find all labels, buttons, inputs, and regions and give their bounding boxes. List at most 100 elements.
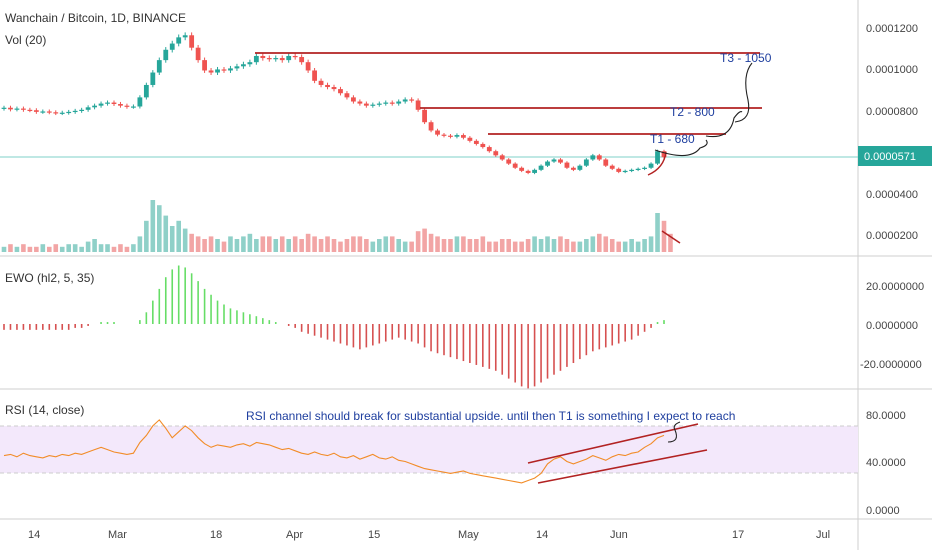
volume-bar: [467, 239, 473, 252]
volume-bar: [493, 241, 499, 252]
candle-body: [85, 107, 91, 110]
volume-bar: [415, 231, 421, 252]
volume-bar: [156, 205, 162, 252]
rsi-channel-upper[interactable]: [527, 423, 699, 464]
candle-body: [79, 109, 85, 111]
volume-bar: [202, 239, 207, 252]
candle-body: [370, 104, 376, 106]
candle-body: [376, 103, 382, 105]
volume-bar: [79, 246, 84, 252]
candle-body: [344, 93, 350, 98]
volume-bar: [85, 241, 91, 252]
rsi-note: RSI channel should break for substantial…: [246, 409, 735, 423]
volume-bar: [454, 236, 460, 252]
volume-bar: [260, 236, 266, 252]
candle-body: [318, 80, 324, 85]
volume-bar: [27, 246, 33, 252]
volume-bar: [312, 236, 317, 252]
t3-label: T3 - 1050: [720, 51, 772, 65]
volume-bars: [1, 200, 673, 252]
volume-bar: [279, 236, 285, 252]
time-label: May: [458, 529, 479, 541]
candle-body: [583, 159, 589, 166]
volume-bar: [234, 239, 240, 252]
candle-body: [596, 155, 602, 160]
time-label: 15: [368, 529, 380, 541]
volume-bar: [254, 239, 259, 252]
time-label: Mar: [108, 529, 127, 541]
price-tick-label: 0.0001200: [866, 23, 918, 35]
volume-bar: [357, 236, 363, 252]
volume-bar: [163, 215, 169, 252]
volume-bar: [137, 236, 143, 252]
candle-body: [551, 159, 557, 162]
candle-body: [156, 60, 162, 73]
candle-body: [292, 55, 298, 58]
volume-bar: [92, 239, 97, 252]
rsi-channel-lower[interactable]: [537, 449, 708, 484]
candle-body: [519, 167, 525, 171]
candle-body: [467, 137, 473, 141]
t2-label: T2 - 800: [670, 105, 715, 119]
volume-arrow: [661, 230, 681, 244]
candle-body: [454, 135, 460, 137]
volume-bar: [208, 236, 214, 252]
candle-body: [228, 68, 233, 71]
volume-bar: [111, 246, 117, 252]
volume-bar: [46, 246, 52, 252]
candle-body: [53, 112, 59, 114]
candle-body: [564, 162, 570, 168]
volume-bar: [474, 239, 479, 252]
volume-bar: [364, 239, 369, 252]
candle-body: [525, 170, 531, 173]
candle-body: [247, 62, 253, 65]
volume-bar: [118, 244, 123, 252]
ewo-tick-label: -20.0000000: [860, 359, 922, 371]
volume-bar: [661, 220, 667, 252]
candle-body: [72, 110, 78, 113]
volume-bar: [105, 244, 110, 252]
candle-body: [506, 159, 512, 164]
candle-body: [545, 161, 550, 166]
ewo-histogram: [3, 265, 665, 389]
volume-bar: [344, 239, 350, 252]
volume-bar: [448, 239, 453, 252]
rsi-line: [3, 419, 665, 484]
volume-bar: [584, 239, 589, 252]
candle-body: [260, 55, 266, 59]
rsi-band: [0, 426, 858, 473]
volume-bar: [564, 239, 570, 252]
candle-body: [253, 55, 259, 63]
volume-bar: [286, 239, 292, 252]
volume-bar: [325, 236, 330, 252]
volume-bar: [189, 233, 194, 252]
candle-body: [538, 165, 544, 170]
candle-body: [351, 97, 356, 102]
candle-body: [8, 107, 13, 110]
volume-bar: [590, 236, 596, 252]
candle-body: [208, 70, 214, 73]
candle-body: [435, 130, 440, 135]
volume-bar: [629, 239, 634, 252]
candle-body: [363, 103, 369, 106]
volume-bar: [305, 233, 311, 252]
candle-body: [499, 155, 505, 160]
volume-bar: [512, 241, 518, 252]
volume-bar: [603, 236, 609, 252]
volume-bar: [648, 236, 654, 252]
candle-body: [279, 58, 285, 61]
candle-body: [448, 135, 453, 137]
volume-bar: [34, 246, 39, 252]
volume-bar: [8, 244, 13, 252]
candle-body: [571, 167, 576, 170]
volume-bar: [577, 241, 583, 252]
volume-bar: [215, 239, 220, 252]
volume-bar: [616, 241, 622, 252]
volume-bar: [351, 236, 356, 252]
candle-body: [325, 84, 330, 88]
volume-bar: [144, 220, 149, 252]
candle-body: [59, 112, 65, 114]
candle-body: [176, 37, 182, 44]
candle-body: [422, 109, 427, 123]
